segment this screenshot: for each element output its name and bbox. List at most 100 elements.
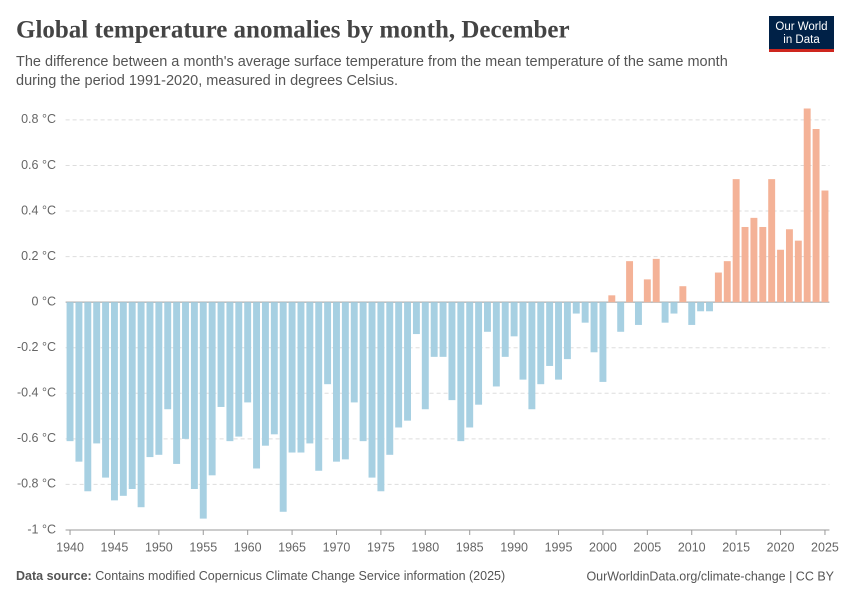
- bar: [812, 129, 820, 303]
- logo-stripe: [769, 49, 834, 52]
- bar: [581, 302, 589, 323]
- chart-title: Global temperature anomalies by month, D…: [16, 17, 570, 44]
- bar: [421, 302, 429, 410]
- y-tick-label: 0.4 °C: [21, 203, 56, 217]
- source-text: Contains modified Copernicus Climate Cha…: [95, 569, 505, 583]
- bar: [128, 302, 136, 489]
- bar: [297, 302, 305, 453]
- bar: [706, 302, 713, 312]
- bar: [723, 261, 731, 303]
- bar: [146, 302, 154, 458]
- bar: [697, 302, 705, 312]
- bar: [359, 302, 367, 442]
- bar: [288, 302, 296, 453]
- bar: [537, 302, 545, 385]
- x-tick-label: 1990: [500, 540, 528, 554]
- bar: [279, 302, 287, 512]
- bar: [190, 302, 198, 489]
- bar: [803, 108, 811, 303]
- x-tick-label: 2025: [811, 540, 839, 554]
- bar: [261, 302, 269, 446]
- y-tick-label: 0.8 °C: [21, 112, 56, 126]
- x-tick-label: 1950: [145, 540, 173, 554]
- bar: [199, 302, 207, 519]
- bar: [599, 302, 607, 382]
- bar: [253, 302, 261, 469]
- bar: [714, 272, 722, 303]
- x-tick-label: 1995: [545, 540, 573, 554]
- y-tick-label: 0.6 °C: [21, 158, 56, 172]
- bar: [626, 261, 634, 303]
- bar: [217, 302, 225, 407]
- bar: [404, 302, 411, 421]
- bar: [368, 302, 376, 478]
- bar: [768, 179, 776, 303]
- bar: [670, 302, 678, 314]
- bar: [688, 302, 696, 325]
- bar: [759, 226, 767, 303]
- bar: [634, 302, 642, 325]
- credit[interactable]: OurWorldinData.org/climate-change | CC B…: [586, 569, 834, 583]
- chart-subtitle: during the period 1991-2020, measured in…: [16, 73, 398, 89]
- bar: [75, 302, 83, 462]
- bar: [777, 249, 785, 303]
- y-tick-label: -0.4 °C: [17, 386, 56, 400]
- y-tick-label: 0.2 °C: [21, 249, 56, 263]
- bar: [377, 302, 385, 492]
- bar: [785, 229, 793, 303]
- x-tick-label: 2000: [589, 540, 617, 554]
- logo[interactable]: [769, 16, 834, 52]
- bar: [492, 302, 500, 387]
- x-tick-label: 2020: [767, 540, 795, 554]
- bar: [519, 302, 527, 380]
- bar: [270, 302, 278, 435]
- source-label: Data source:: [16, 569, 92, 583]
- bar: [439, 302, 447, 357]
- bar: [750, 217, 758, 303]
- bar: [501, 302, 509, 357]
- bar: [546, 302, 554, 366]
- chart-subtitle: The difference between a month's average…: [16, 54, 728, 70]
- bar: [608, 295, 616, 303]
- bar: [475, 302, 483, 405]
- bar: [306, 302, 314, 444]
- bar: [155, 302, 163, 455]
- x-tick-label: 1985: [456, 540, 484, 554]
- bar: [412, 302, 420, 335]
- logo-text: Our World: [775, 21, 827, 33]
- bar: [430, 302, 438, 357]
- bar: [93, 302, 101, 444]
- x-tick-label: 1980: [411, 540, 439, 554]
- bar: [466, 302, 474, 428]
- bar: [643, 279, 651, 303]
- bar: [510, 302, 518, 337]
- y-tick-label: -0.6 °C: [17, 431, 56, 445]
- bar: [324, 302, 332, 385]
- x-tick-label: 2005: [633, 540, 661, 554]
- bar: [235, 302, 243, 437]
- bar: [794, 240, 802, 303]
- x-tick-label: 1975: [367, 540, 395, 554]
- bar: [617, 302, 625, 332]
- source: Data source: Contains modified Copernicu…: [16, 569, 505, 583]
- bar: [395, 302, 403, 428]
- bar: [333, 302, 340, 462]
- y-tick-label: -1 °C: [27, 522, 56, 536]
- x-tick-label: 1960: [234, 540, 262, 554]
- bar: [208, 302, 216, 476]
- bar: [315, 302, 323, 471]
- bar: [341, 302, 349, 460]
- x-tick-label: 1945: [101, 540, 129, 554]
- bar: [119, 302, 127, 496]
- bar: [563, 302, 571, 360]
- logo-text: in Data: [783, 34, 820, 46]
- bar: [350, 302, 358, 403]
- bar: [448, 302, 456, 401]
- bar: [590, 302, 598, 353]
- y-tick-label: -0.2 °C: [17, 340, 56, 354]
- bar: [182, 302, 189, 439]
- y-tick-label: -0.8 °C: [17, 477, 56, 491]
- bar: [244, 302, 252, 403]
- x-tick-label: 1940: [56, 540, 84, 554]
